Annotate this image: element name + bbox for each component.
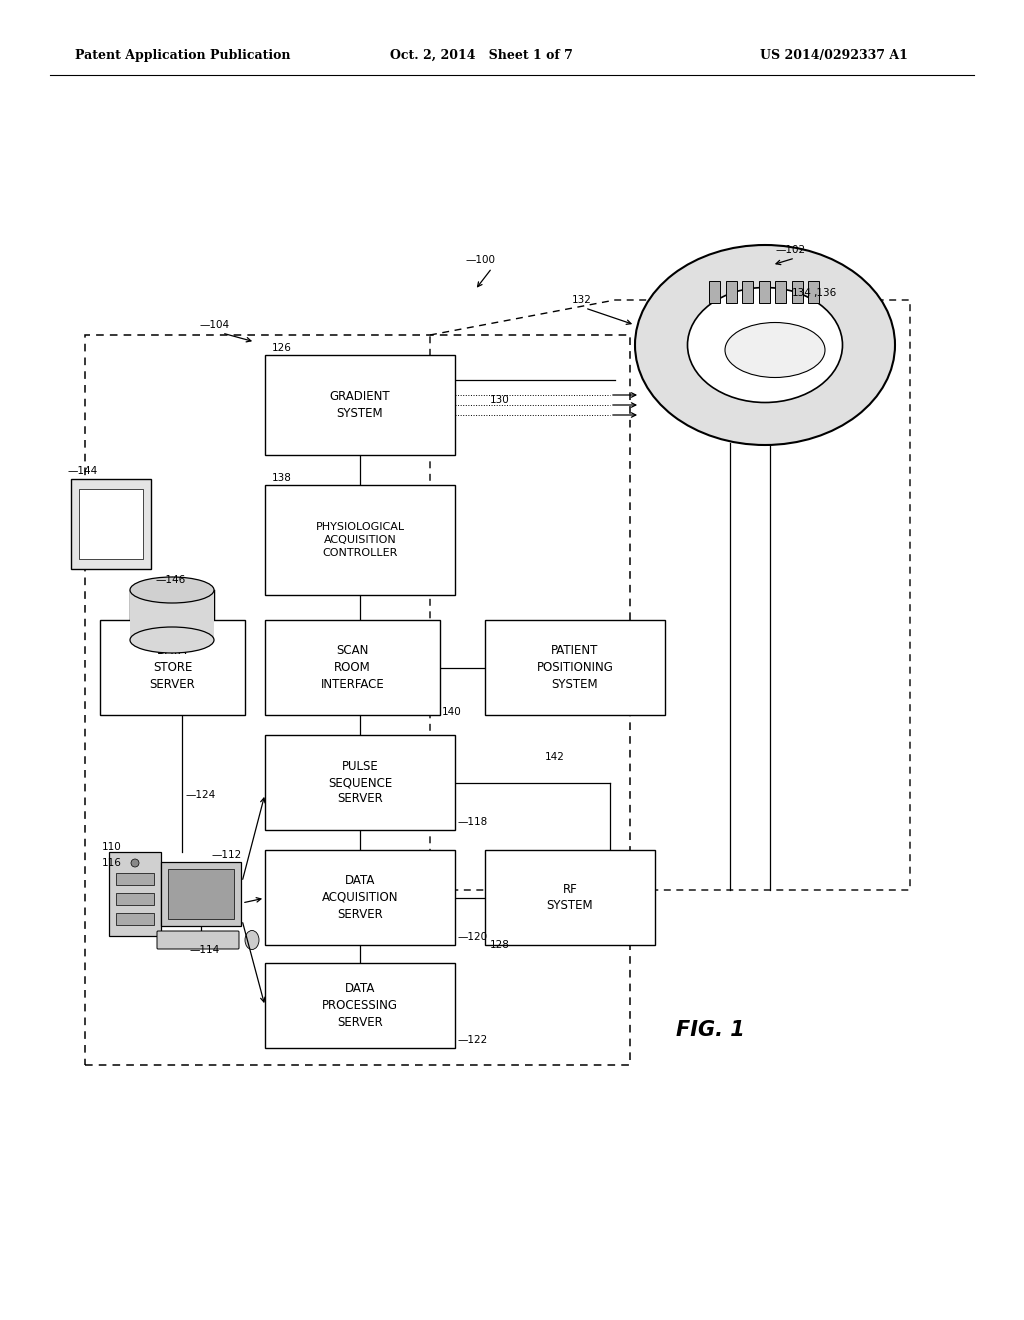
- FancyBboxPatch shape: [116, 894, 154, 906]
- FancyBboxPatch shape: [709, 281, 720, 304]
- FancyBboxPatch shape: [161, 862, 241, 927]
- Text: 138: 138: [272, 473, 292, 483]
- FancyBboxPatch shape: [775, 281, 786, 304]
- Text: —146: —146: [155, 576, 185, 585]
- Text: —104: —104: [200, 319, 230, 330]
- Text: 140: 140: [442, 708, 462, 717]
- FancyBboxPatch shape: [265, 964, 455, 1048]
- Text: FIG. 1: FIG. 1: [676, 1020, 744, 1040]
- Text: 110: 110: [102, 842, 122, 851]
- Text: —124: —124: [185, 789, 215, 800]
- FancyBboxPatch shape: [71, 479, 151, 569]
- Text: SCAN
ROOM
INTERFACE: SCAN ROOM INTERFACE: [321, 644, 384, 690]
- Text: —114: —114: [190, 945, 220, 954]
- Ellipse shape: [635, 246, 895, 445]
- Text: PATIENT
POSITIONING
SYSTEM: PATIENT POSITIONING SYSTEM: [537, 644, 613, 690]
- FancyBboxPatch shape: [100, 620, 245, 715]
- Text: 128: 128: [490, 940, 510, 950]
- FancyBboxPatch shape: [792, 281, 803, 304]
- FancyBboxPatch shape: [116, 913, 154, 925]
- Text: 126: 126: [272, 343, 292, 352]
- FancyBboxPatch shape: [808, 281, 819, 304]
- Text: —112: —112: [212, 850, 243, 861]
- Ellipse shape: [245, 931, 259, 949]
- Text: —144: —144: [68, 466, 98, 477]
- Text: DATA
STORE
SERVER: DATA STORE SERVER: [150, 644, 196, 690]
- Circle shape: [131, 859, 139, 867]
- Text: —120: —120: [457, 932, 487, 942]
- Text: US 2014/0292337 A1: US 2014/0292337 A1: [760, 49, 908, 62]
- FancyBboxPatch shape: [79, 488, 143, 558]
- FancyBboxPatch shape: [265, 355, 455, 455]
- Text: 134: 134: [792, 288, 812, 298]
- Text: 142: 142: [545, 752, 565, 762]
- FancyBboxPatch shape: [265, 484, 455, 595]
- Text: GRADIENT
SYSTEM: GRADIENT SYSTEM: [330, 391, 390, 420]
- Text: DATA
PROCESSING
SERVER: DATA PROCESSING SERVER: [322, 982, 398, 1028]
- Text: —100: —100: [465, 255, 495, 265]
- Text: 132: 132: [572, 294, 592, 305]
- FancyBboxPatch shape: [168, 869, 234, 919]
- Text: PHYSIOLOGICAL
ACQUISITION
CONTROLLER: PHYSIOLOGICAL ACQUISITION CONTROLLER: [315, 523, 404, 558]
- FancyBboxPatch shape: [116, 873, 154, 884]
- Text: Patent Application Publication: Patent Application Publication: [75, 49, 291, 62]
- FancyBboxPatch shape: [265, 735, 455, 830]
- Text: Oct. 2, 2014   Sheet 1 of 7: Oct. 2, 2014 Sheet 1 of 7: [390, 49, 572, 62]
- Ellipse shape: [130, 627, 214, 653]
- Ellipse shape: [725, 322, 825, 378]
- FancyBboxPatch shape: [485, 620, 665, 715]
- FancyBboxPatch shape: [742, 281, 753, 304]
- FancyBboxPatch shape: [265, 620, 440, 715]
- Text: 130: 130: [490, 395, 510, 405]
- Text: ,136: ,136: [813, 288, 837, 298]
- FancyBboxPatch shape: [725, 281, 736, 304]
- Text: PULSE
SEQUENCE
SERVER: PULSE SEQUENCE SERVER: [328, 759, 392, 805]
- FancyBboxPatch shape: [130, 590, 214, 640]
- Ellipse shape: [130, 577, 214, 603]
- Text: 116: 116: [102, 858, 122, 869]
- FancyBboxPatch shape: [157, 931, 239, 949]
- FancyBboxPatch shape: [265, 850, 455, 945]
- Text: —118: —118: [457, 817, 487, 828]
- Text: RF
SYSTEM: RF SYSTEM: [547, 883, 593, 912]
- FancyBboxPatch shape: [485, 850, 655, 945]
- Text: —102: —102: [775, 246, 805, 255]
- FancyBboxPatch shape: [759, 281, 769, 304]
- Text: DATA
ACQUISITION
SERVER: DATA ACQUISITION SERVER: [322, 875, 398, 920]
- FancyBboxPatch shape: [109, 851, 161, 936]
- Ellipse shape: [687, 288, 843, 403]
- Text: —122: —122: [457, 1035, 487, 1045]
